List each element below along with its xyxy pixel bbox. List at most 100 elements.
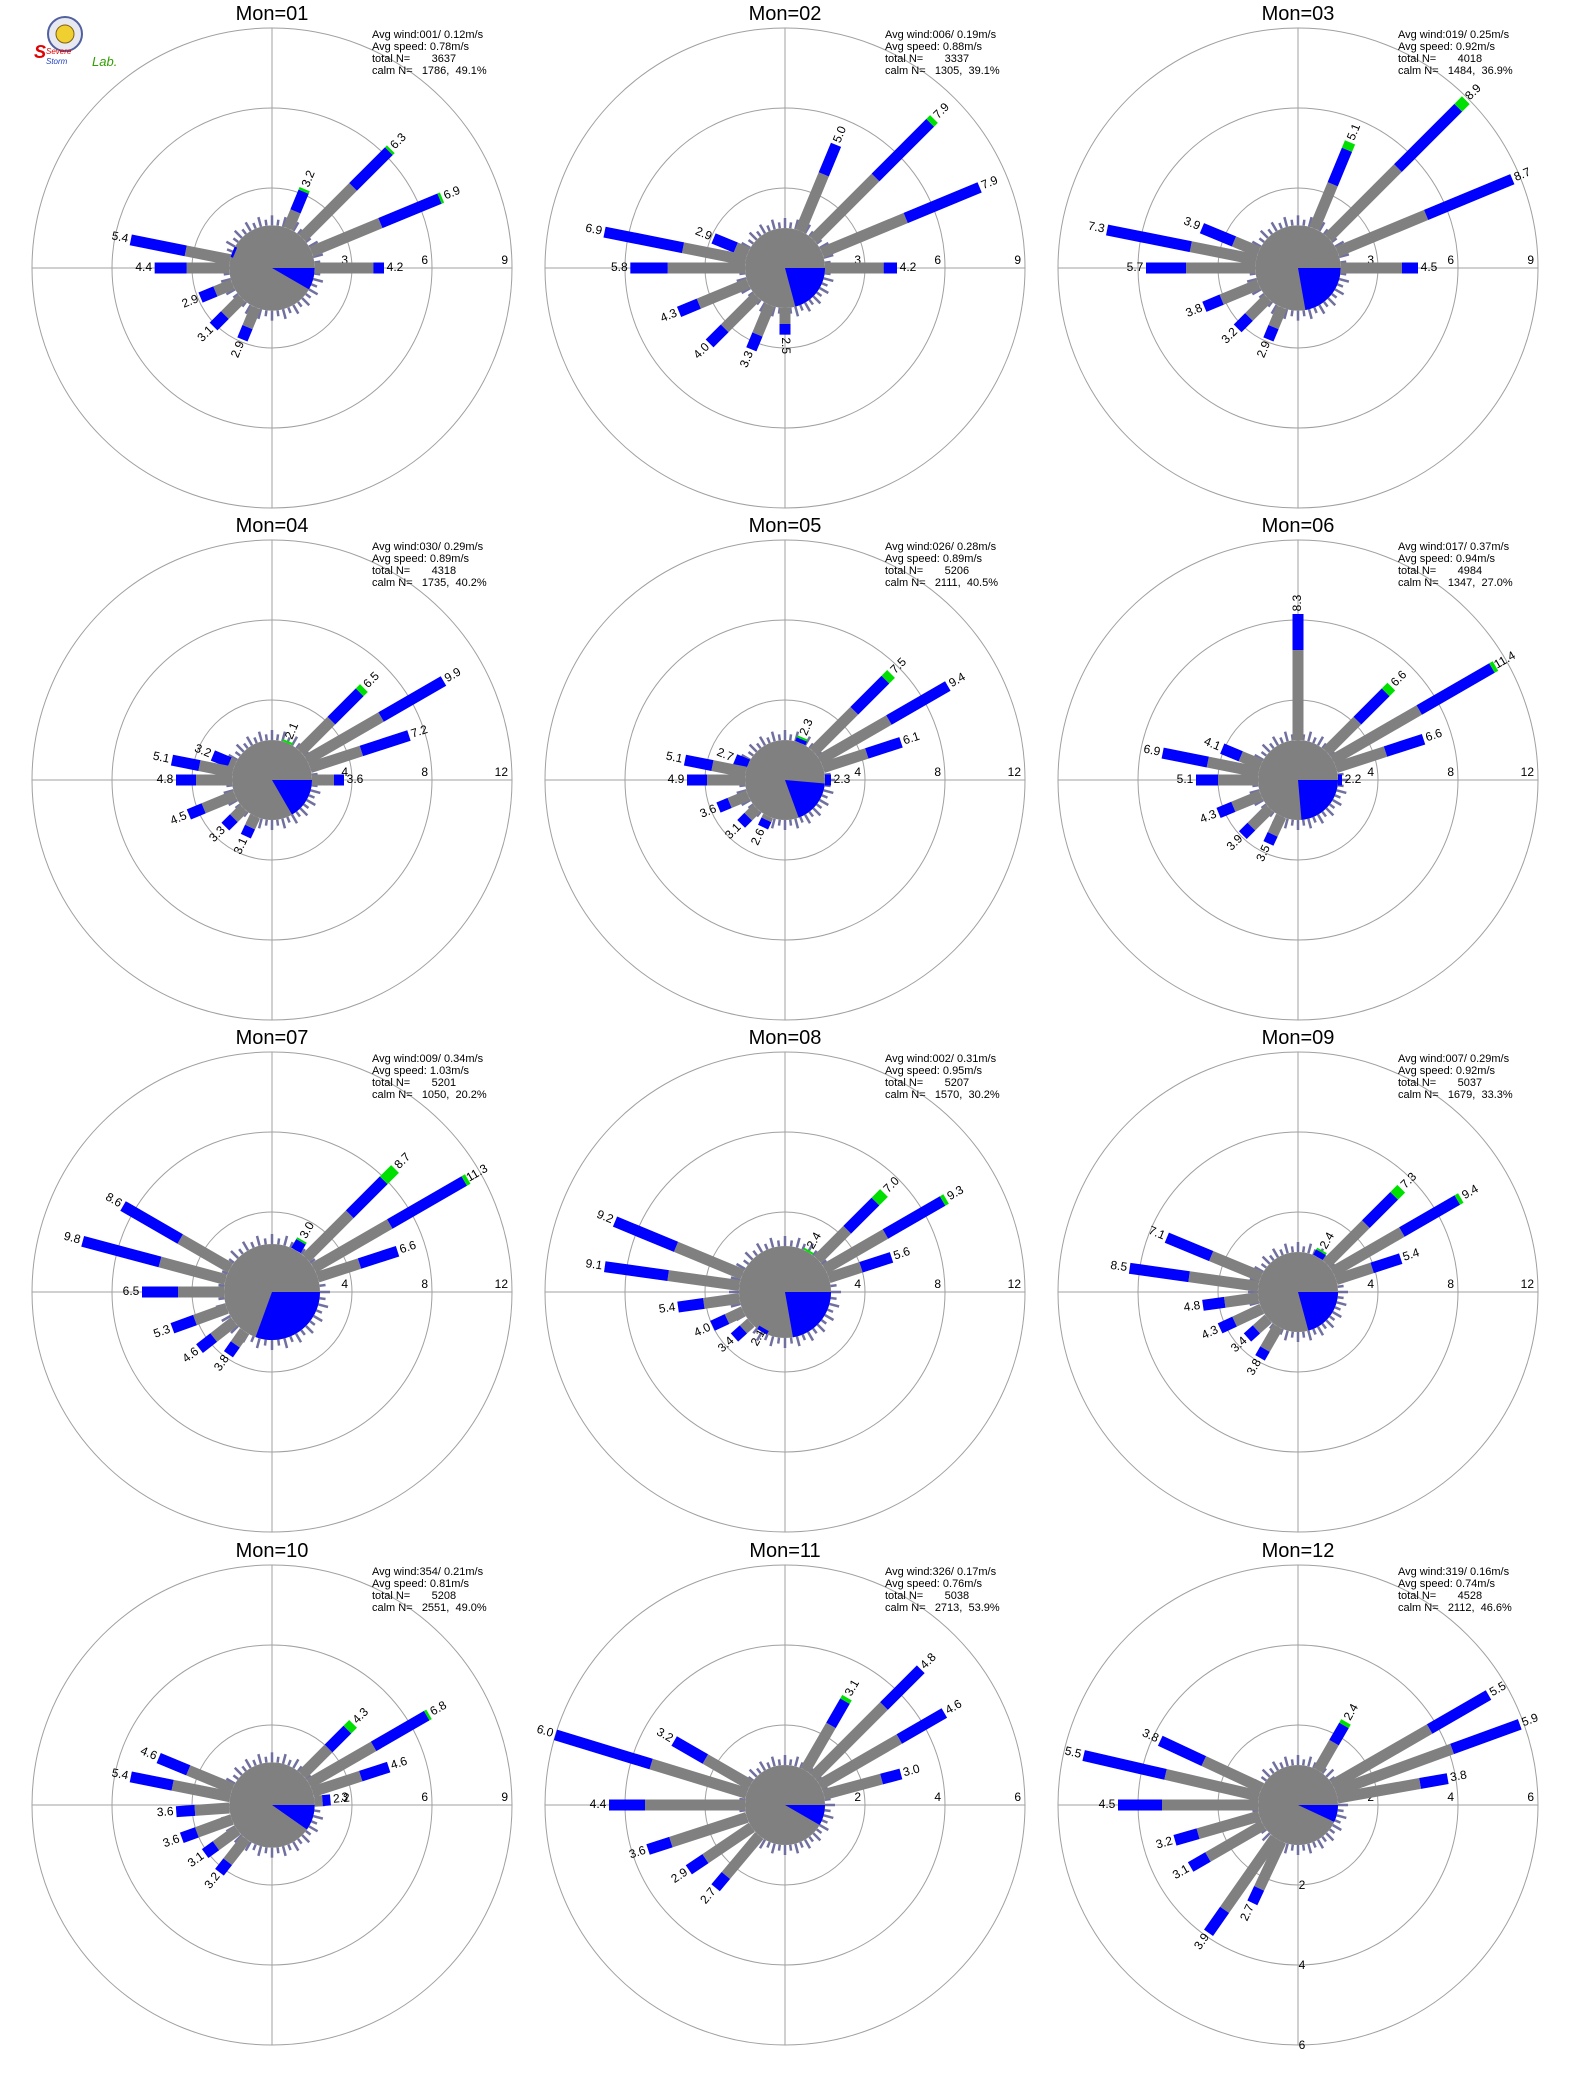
south-ring-label: 6 [1299,2038,1306,2052]
petal-value-label: 2.3 [796,716,815,737]
minor-petal-tick [1283,731,1289,742]
petal-value-label: 6.0 [535,1722,555,1740]
petal-value-label: 7.3 [1398,1169,1420,1191]
stats-line: total N= 5208 [372,1590,456,1602]
minor-petal-tick [1260,1776,1268,1782]
petal-slow-segment [739,1318,755,1334]
minor-petal-tick [230,1325,239,1334]
petal-slow-segment [303,712,384,765]
petal-mid-segment [201,1841,220,1859]
petal-slow-segment [1260,1323,1283,1352]
chart-title: Mon=07 [236,1027,309,1049]
minor-petal-tick [314,1809,321,1813]
petal-slow-segment [649,1758,749,1799]
petal-mid-segment [1202,294,1224,312]
petal-slow-segment [193,1303,229,1326]
petal-slow-segment [1223,1292,1260,1308]
chart-title: Mon=06 [1262,515,1335,537]
petal-mid-segment [1187,1852,1211,1872]
petal-value-label: 2.1 [282,720,301,741]
petal-mid-segment [1402,262,1418,274]
petal-slow-segment [184,245,232,266]
minor-petal-tick [225,1777,236,1785]
minor-petal-tick [1307,1330,1313,1341]
petal-mid-segment [865,737,903,759]
petal-fast-segment [926,115,938,127]
petal-slow-segment [667,262,745,274]
minor-petal-tick [788,222,793,229]
petal-fast-segment [296,1237,307,1245]
petal-mid-segment [1220,743,1243,762]
petal-slow-segment [242,305,261,330]
ring-label: 8 [1447,1277,1454,1291]
stats-line: Avg speed: 0.74m/s [1398,1578,1496,1590]
petal-mid-segment [903,182,982,224]
petal-value-label: 5.6 [892,1244,913,1263]
petal-value-label: 3.8 [211,1352,232,1374]
minor-petal-tick [808,1835,814,1843]
petal-mid-segment [357,1245,400,1269]
chart-title: Mon=01 [236,3,309,25]
petal-value-label: 2.2 [332,1790,350,1805]
petal-mid-segment [730,1325,748,1342]
stats-line: calm N= 1484, 36.9% [1398,65,1513,77]
petal-mid-segment [215,1858,233,1876]
petal-fast-segment [1489,661,1499,673]
minor-petal-tick [1307,1843,1313,1854]
petal-slow-segment [302,1210,354,1262]
petal-mid-segment [221,814,238,831]
stats-line: Avg speed: 0.89m/s [372,553,470,565]
stats-line: total N= 5207 [885,1077,969,1089]
petal-slow-segment [1231,236,1261,257]
petal-value-label: 4.9 [668,772,685,786]
petal-value-label: 2.9 [693,224,714,243]
minor-petal-tick [225,240,236,248]
petal-value-label: 9.1 [585,1256,604,1272]
petal-mid-segment [779,324,791,335]
petal-slow-segment [1231,790,1264,812]
petal-value-label: 5.4 [111,228,130,245]
petal-slow-segment [667,1270,741,1292]
petal-slow-segment [1186,262,1256,274]
petal-value-label: 3.6 [347,772,364,786]
minor-petal-tick [758,224,767,234]
minor-petal-tick [294,1332,303,1343]
minor-petal-tick [292,221,300,232]
minor-petal-tick [788,1759,793,1766]
minor-petal-tick [799,1841,804,1848]
petal-value-label: 4.3 [1198,807,1219,826]
stats-line: calm N= 1570, 30.2% [885,1089,1000,1101]
minor-petal-tick [824,1808,831,1813]
minor-petal-tick [1331,237,1338,244]
ring-label: 4 [1367,765,1374,779]
stats-line: Avg speed: 0.95m/s [885,1065,983,1077]
minor-petal-tick [275,819,280,826]
petal-slow-segment [1219,279,1261,305]
petal-value-label: 5.1 [152,749,171,766]
ring-label: 6 [1014,1790,1021,1804]
petal-slow-segment [1205,1820,1267,1862]
petal-mid-segment [1247,1886,1265,1906]
minor-petal-tick [283,1338,289,1349]
minor-petal-tick [777,819,782,826]
ring-label: 12 [495,765,509,779]
stats-line: total N= 5037 [1398,1077,1482,1089]
petal-mid-segment [609,1799,645,1811]
minor-petal-tick [1279,1762,1284,1769]
minor-petal-tick [1271,736,1280,746]
minor-petal-tick [305,1325,314,1334]
minor-petal-tick [766,225,771,232]
stats-line: Avg speed: 0.88m/s [885,41,983,53]
petal-value-label: 3.5 [1253,842,1273,863]
stats-line: calm N= 2111, 40.5% [885,577,998,589]
petal-mid-segment [1243,1325,1261,1342]
petal-slow-segment [312,774,334,786]
minor-petal-tick [1318,221,1326,232]
ring-label: 6 [421,1790,428,1804]
minor-petal-tick [777,222,782,229]
petal-slow-segment [1196,1810,1262,1839]
minor-petal-tick [766,1841,771,1848]
minor-petal-tick [276,1847,280,1854]
petal-slow-segment [1162,1799,1258,1811]
minor-petal-tick [290,814,299,824]
